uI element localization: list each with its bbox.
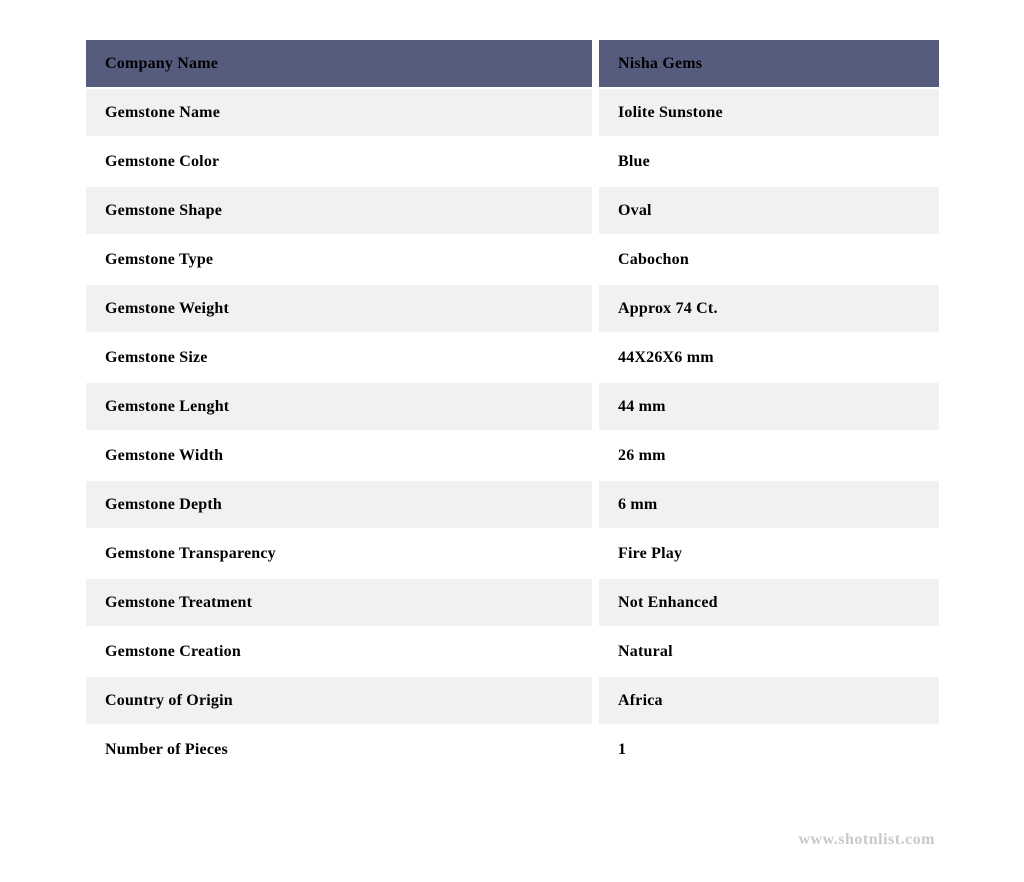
spec-label: Gemstone Type	[86, 236, 592, 283]
watermark-text: www.shotnlist.com	[798, 831, 935, 848]
spec-label: Gemstone Depth	[86, 481, 592, 528]
table-row: Gemstone Shape Oval	[86, 187, 939, 236]
table-row: Gemstone Name Iolite Sunstone	[86, 89, 939, 138]
spec-label: Gemstone Treatment	[86, 579, 592, 626]
spec-value: Approx 74 Ct.	[599, 285, 939, 332]
spec-value: Cabochon	[599, 236, 939, 283]
table-row: Gemstone Lenght 44 mm	[86, 383, 939, 432]
spec-label: Gemstone Lenght	[86, 383, 592, 430]
spec-value: Fire Play	[599, 530, 939, 577]
spec-label: Gemstone Size	[86, 334, 592, 381]
spec-label: Gemstone Name	[86, 89, 592, 136]
spec-label: Number of Pieces	[86, 726, 592, 773]
table-header-row: Company Name Nisha Gems	[86, 40, 939, 89]
gemstone-spec-table: Company Name Nisha Gems Gemstone Name Io…	[86, 40, 939, 775]
spec-label: Gemstone Creation	[86, 628, 592, 675]
spec-value: Africa	[599, 677, 939, 724]
spec-label: Country of Origin	[86, 677, 592, 724]
table-row: Gemstone Treatment Not Enhanced	[86, 579, 939, 628]
table-row: Gemstone Transparency Fire Play	[86, 530, 939, 579]
spec-value: Oval	[599, 187, 939, 234]
spec-value: 44 mm	[599, 383, 939, 430]
spec-value: Iolite Sunstone	[599, 89, 939, 136]
table-row: Gemstone Creation Natural	[86, 628, 939, 677]
table-row: Country of Origin Africa	[86, 677, 939, 726]
table-row: Gemstone Color Blue	[86, 138, 939, 187]
header-value: Nisha Gems	[599, 40, 939, 87]
table-row: Gemstone Width 26 mm	[86, 432, 939, 481]
spec-value: Not Enhanced	[599, 579, 939, 626]
spec-label: Gemstone Weight	[86, 285, 592, 332]
spec-value: Natural	[599, 628, 939, 675]
spec-value: Blue	[599, 138, 939, 185]
table-row: Gemstone Type Cabochon	[86, 236, 939, 285]
spec-value: 26 mm	[599, 432, 939, 479]
header-label: Company Name	[86, 40, 592, 87]
spec-value: 6 mm	[599, 481, 939, 528]
spec-label: Gemstone Transparency	[86, 530, 592, 577]
table-row: Number of Pieces 1	[86, 726, 939, 775]
table-row: Gemstone Weight Approx 74 Ct.	[86, 285, 939, 334]
spec-label: Gemstone Width	[86, 432, 592, 479]
table-row: Gemstone Depth 6 mm	[86, 481, 939, 530]
spec-label: Gemstone Shape	[86, 187, 592, 234]
table-row: Gemstone Size 44X26X6 mm	[86, 334, 939, 383]
spec-value: 1	[599, 726, 939, 773]
spec-label: Gemstone Color	[86, 138, 592, 185]
spec-value: 44X26X6 mm	[599, 334, 939, 381]
